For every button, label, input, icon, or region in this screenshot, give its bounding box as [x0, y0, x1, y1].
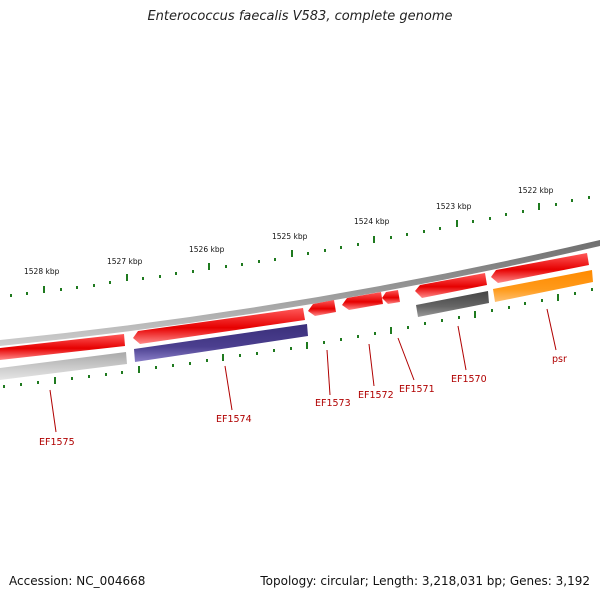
callout-lines	[49, 308, 557, 433]
scale-label-1526: 1526 kbp	[189, 245, 225, 254]
map-title: Enterococcus faecalis V583, complete gen…	[147, 9, 453, 24]
gene-label-ef1571: EF1571	[399, 384, 435, 395]
scale-label-1525: 1525 kbp	[272, 232, 308, 241]
forward-gene-3[interactable]	[308, 300, 336, 316]
genome-summary-text: Topology: circular; Length: 3,218,031 bp…	[260, 574, 590, 588]
gene-label-ef1574: EF1574	[216, 414, 252, 425]
reverse-gene-4[interactable]	[493, 270, 593, 302]
reverse-gene-1[interactable]	[0, 352, 127, 380]
scale-label-1523: 1523 kbp	[436, 202, 472, 211]
upper-tick-ruler	[10, 196, 590, 297]
reverse-gene-3[interactable]	[416, 291, 489, 317]
forward-gene-4[interactable]	[342, 292, 383, 310]
forward-gene-5[interactable]	[382, 290, 400, 304]
gene-label-ef1575: EF1575	[39, 437, 75, 448]
scale-label-1524: 1524 kbp	[354, 217, 390, 226]
lower-tick-ruler	[3, 288, 593, 388]
gene-label-ef1570: EF1570	[451, 374, 487, 385]
forward-gene-1[interactable]	[0, 334, 125, 360]
forward-gene-2[interactable]	[133, 308, 305, 344]
scale-label-1528: 1528 kbp	[24, 267, 60, 276]
gene-label-ef1573: EF1573	[315, 398, 351, 409]
gene-label-ef1572: EF1572	[358, 390, 394, 401]
gene-label-psr: psr	[552, 354, 567, 365]
scale-label-1522: 1522 kbp	[518, 186, 554, 195]
forward-gene-6[interactable]	[415, 273, 487, 298]
genome-backbone	[0, 240, 600, 346]
accession-text: Accession: NC_004668	[9, 574, 146, 588]
reverse-gene-2[interactable]	[134, 324, 308, 362]
scale-label-1527: 1527 kbp	[107, 257, 143, 266]
minor-ticks	[10, 196, 590, 297]
forward-gene-7[interactable]	[491, 253, 589, 283]
